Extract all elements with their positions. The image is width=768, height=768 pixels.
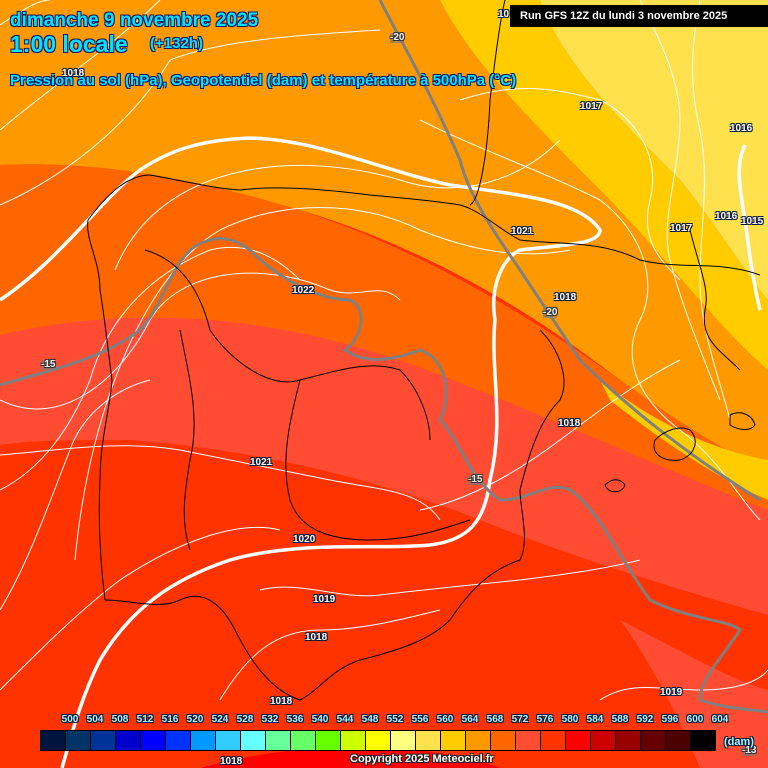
isobar-label: 1022	[292, 285, 315, 296]
legend-swatch	[41, 731, 66, 750]
isobar-label: 1018	[305, 632, 328, 643]
forecast-time: 1:00 locale	[10, 31, 128, 57]
legend-swatch	[141, 731, 166, 750]
forecast-lead-time: (+132h)	[150, 35, 203, 52]
legend-tick-label: 520	[186, 714, 204, 725]
isobar-1020	[0, 136, 762, 768]
legend-swatch	[616, 731, 641, 750]
legend-swatch	[366, 731, 391, 750]
isobar-label: 1018	[62, 68, 85, 79]
legend-color-bar	[40, 730, 716, 751]
legend-tick-label: 516	[161, 714, 179, 725]
legend-tick-label: 548	[361, 714, 379, 725]
legend-swatch	[241, 731, 266, 750]
legend-swatch	[691, 731, 715, 750]
isobar-label: 1017	[580, 101, 603, 112]
legend-swatch	[166, 731, 191, 750]
isobar-label: 1016	[730, 123, 753, 134]
legend-swatch	[316, 731, 341, 750]
isobar-label: 1018	[558, 418, 581, 429]
legend-tick-label: 528	[236, 714, 254, 725]
legend-tick-label: 544	[336, 714, 354, 725]
isobar-label: 1018	[220, 756, 243, 767]
isotherm-label: -20	[390, 32, 405, 43]
legend-tick-label: 596	[661, 714, 679, 725]
band-556-560	[440, 0, 768, 370]
legend-tick-label: 512	[136, 714, 154, 725]
copyright-text: Copyright 2025 Meteociel.fr	[350, 753, 494, 765]
legend-swatch	[66, 731, 91, 750]
legend-swatch	[591, 731, 616, 750]
isotherm-label: -15	[468, 474, 483, 485]
legend-tick-label: 504	[86, 714, 104, 725]
isobar-label: 1016	[715, 211, 738, 222]
legend-swatch	[641, 731, 666, 750]
legend-tick-label: 576	[536, 714, 554, 725]
legend-tick-label: 500	[61, 714, 79, 725]
isobar-label: 1020	[293, 534, 316, 545]
isobar-label: 1021	[511, 226, 534, 237]
band-556-560-se	[600, 380, 768, 500]
coastlines	[87, 0, 761, 701]
legend-tick-label: 580	[561, 714, 579, 725]
legend-swatch	[341, 731, 366, 750]
forecast-date: dimanche 9 novembre 2025	[10, 10, 259, 31]
legend-swatch	[516, 731, 541, 750]
legend-unit: (dam)	[724, 736, 754, 748]
legend-swatch	[266, 731, 291, 750]
legend-swatch	[391, 731, 416, 750]
legend-tick-label: 568	[486, 714, 504, 725]
legend-swatch	[666, 731, 691, 750]
legend-tick-label: 600	[686, 714, 704, 725]
band-552-556	[540, 0, 768, 300]
legend-tick-label: 560	[436, 714, 454, 725]
legend-tick-label: 552	[386, 714, 404, 725]
isobar-label: 10	[498, 9, 510, 20]
legend-tick-label: 536	[286, 714, 304, 725]
legend-tick-label: 556	[411, 714, 429, 725]
legend-swatch	[566, 731, 591, 750]
isobar-label: 1019	[660, 687, 683, 698]
isobars	[0, 0, 768, 701]
legend-swatch	[541, 731, 566, 750]
legend-swatch	[216, 731, 241, 750]
legend-tick-label: 572	[511, 714, 529, 725]
band-560-564	[0, 0, 768, 470]
legend-tick-label: 532	[261, 714, 279, 725]
band-568-572-se	[620, 620, 768, 768]
legend-ticks: 500 504 508 512 516 520 524 528 532 536 540 544 548 5…	[40, 714, 740, 726]
legend-tick-label: 508	[111, 714, 129, 725]
isotherm-label: -15	[41, 359, 56, 370]
model-run-banner: Run GFS 12Z du lundi 3 novembre 2025	[510, 5, 768, 27]
map-description: Pression au sol (hPa), Geopotentiel (dam…	[10, 72, 517, 89]
legend-swatch	[441, 731, 466, 750]
legend-swatch	[291, 731, 316, 750]
legend-tick-label: 584	[586, 714, 604, 725]
legend-swatch	[466, 731, 491, 750]
legend-swatch	[416, 731, 441, 750]
isobar-label: 1021	[250, 457, 273, 468]
isotherms	[0, 0, 768, 714]
isobar-label: 1017	[670, 223, 693, 234]
isobar-label: 1019	[313, 594, 336, 605]
isobar-label: 1015	[741, 216, 764, 227]
legend-swatch	[91, 731, 116, 750]
legend-tick-label: 588	[611, 714, 629, 725]
band-576-580	[200, 747, 500, 768]
isobar-label: 1018	[270, 696, 293, 707]
isotherm-label: -20	[543, 307, 558, 318]
legend-swatch	[191, 731, 216, 750]
legend-swatch	[116, 731, 141, 750]
legend-tick-label: 540	[311, 714, 329, 725]
isobar-label: 1018	[554, 292, 577, 303]
legend-tick-label: 592	[636, 714, 654, 725]
legend-tick-label: 524	[211, 714, 229, 725]
isotherm-label: -13	[742, 745, 757, 756]
legend-swatch	[491, 731, 516, 750]
legend-tick-label: 604	[711, 714, 729, 725]
legend-tick-label: 564	[461, 714, 479, 725]
